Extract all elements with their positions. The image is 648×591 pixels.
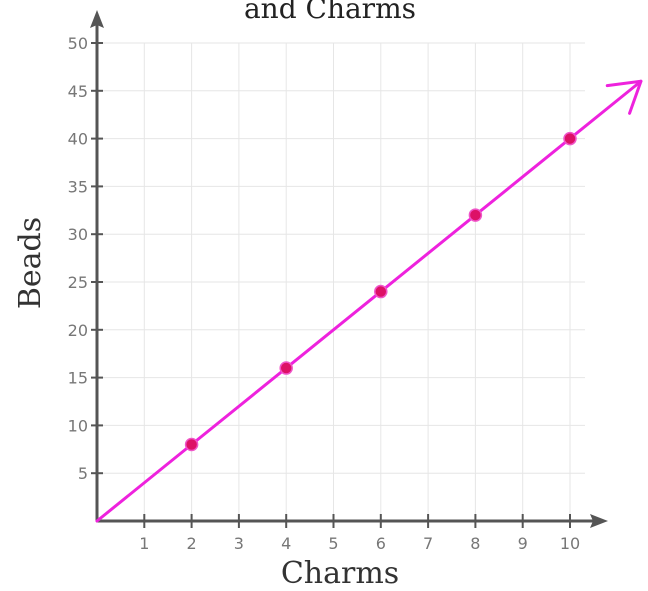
y-tick-label: 40 — [68, 130, 88, 149]
y-tick-label: 5 — [78, 464, 88, 483]
chart-title: and Charms — [244, 0, 416, 25]
x-tick-label: 7 — [423, 534, 433, 553]
y-tick-label: 45 — [68, 82, 88, 101]
y-tick-label: 15 — [68, 369, 88, 388]
x-tick-label: 2 — [187, 534, 197, 553]
y-tick-label: 35 — [68, 177, 88, 196]
x-tick-label: 4 — [281, 534, 291, 553]
y-axis-title: Beads — [13, 217, 48, 309]
data-point — [563, 131, 577, 146]
x-tick-label: 10 — [560, 534, 580, 553]
y-tick-label: 50 — [68, 34, 88, 53]
y-ticks: 5 10 15 20 25 30 35 40 45 50 — [68, 34, 103, 483]
x-tick-label: 6 — [376, 534, 386, 553]
x-tick-label: 5 — [328, 534, 338, 553]
x-tick-label: 9 — [518, 534, 528, 553]
x-ticks: 1 2 3 4 5 6 7 8 9 10 — [139, 514, 580, 553]
y-tick-label: 10 — [68, 416, 88, 435]
axes — [90, 10, 608, 528]
x-tick-label: 1 — [139, 534, 149, 553]
data-point — [468, 208, 483, 222]
series-line — [95, 79, 643, 523]
y-tick-label: 30 — [68, 225, 88, 244]
y-axis-arrow-icon — [90, 10, 104, 28]
line-arrow-icon — [605, 79, 643, 115]
x-axis-arrow-icon — [590, 514, 608, 528]
x-tick-label: 8 — [470, 534, 480, 553]
data-point — [279, 361, 293, 375]
series-layer — [95, 79, 643, 523]
data-point — [184, 437, 199, 452]
x-axis-title: Charms — [281, 556, 399, 591]
grid — [97, 42, 585, 521]
x-tick-label: 3 — [234, 534, 244, 553]
y-tick-label: 20 — [68, 321, 88, 340]
y-tick-label: 25 — [68, 273, 88, 292]
data-point — [374, 284, 388, 299]
